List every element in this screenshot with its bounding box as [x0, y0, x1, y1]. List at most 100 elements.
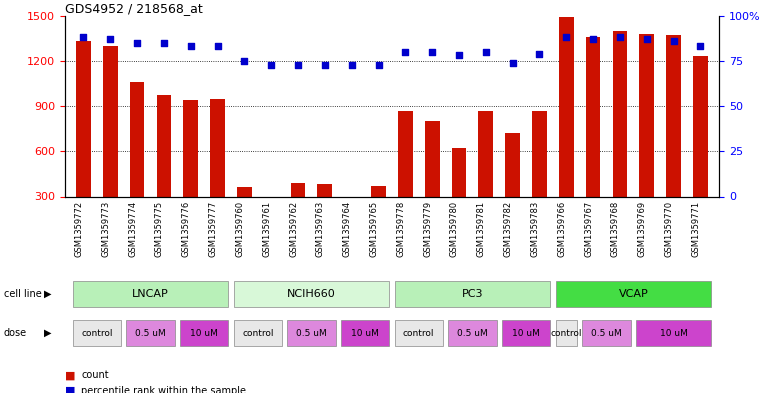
- Point: [158, 40, 170, 46]
- Bar: [613, 31, 627, 242]
- Point: [667, 38, 680, 44]
- Text: 0.5 uM: 0.5 uM: [457, 329, 488, 338]
- Bar: [395, 320, 443, 346]
- Point: [507, 60, 519, 66]
- Text: GSM1359782: GSM1359782: [504, 200, 513, 257]
- Point: [453, 52, 465, 59]
- Text: LNCAP: LNCAP: [132, 289, 169, 299]
- Text: GSM1359766: GSM1359766: [557, 200, 566, 257]
- Bar: [479, 111, 493, 242]
- Point: [319, 61, 331, 68]
- Point: [479, 49, 492, 55]
- Bar: [532, 111, 547, 242]
- Point: [265, 61, 277, 68]
- Point: [614, 34, 626, 40]
- Point: [104, 36, 116, 42]
- Bar: [157, 95, 171, 242]
- Text: control: control: [81, 329, 113, 338]
- Text: 0.5 uM: 0.5 uM: [296, 329, 326, 338]
- Point: [185, 43, 197, 50]
- Text: control: control: [550, 329, 582, 338]
- Point: [292, 61, 304, 68]
- Bar: [586, 37, 600, 242]
- Point: [238, 58, 250, 64]
- Point: [560, 34, 572, 40]
- Bar: [636, 320, 711, 346]
- Text: cell line: cell line: [4, 289, 42, 299]
- Bar: [237, 187, 252, 242]
- Point: [587, 36, 599, 42]
- Bar: [76, 41, 91, 242]
- Text: ■: ■: [65, 386, 75, 393]
- Text: GSM1359781: GSM1359781: [477, 200, 486, 257]
- Text: GSM1359760: GSM1359760: [235, 200, 244, 257]
- Text: count: count: [81, 370, 109, 380]
- Point: [131, 40, 143, 46]
- Text: 10 uM: 10 uM: [512, 329, 540, 338]
- Text: control: control: [242, 329, 273, 338]
- Text: GSM1359776: GSM1359776: [182, 200, 191, 257]
- Bar: [451, 148, 466, 242]
- Text: GSM1359777: GSM1359777: [209, 200, 218, 257]
- Text: GSM1359774: GSM1359774: [128, 200, 137, 257]
- Bar: [234, 281, 389, 307]
- Text: GSM1359769: GSM1359769: [638, 200, 647, 257]
- Text: ▶: ▶: [44, 328, 52, 338]
- Point: [641, 36, 653, 42]
- Bar: [448, 320, 496, 346]
- Point: [426, 49, 438, 55]
- Bar: [556, 320, 577, 346]
- Bar: [234, 320, 282, 346]
- Bar: [505, 133, 520, 242]
- Text: GSM1359775: GSM1359775: [155, 200, 164, 257]
- Text: control: control: [403, 329, 435, 338]
- Text: GSM1359773: GSM1359773: [101, 200, 110, 257]
- Text: GSM1359762: GSM1359762: [289, 200, 298, 257]
- Text: GSM1359770: GSM1359770: [664, 200, 673, 257]
- Point: [400, 49, 412, 55]
- Bar: [126, 320, 175, 346]
- Text: GDS4952 / 218568_at: GDS4952 / 218568_at: [65, 2, 202, 15]
- Point: [212, 43, 224, 50]
- Point: [345, 61, 358, 68]
- Point: [694, 43, 706, 50]
- Bar: [341, 320, 389, 346]
- Text: 10 uM: 10 uM: [351, 329, 379, 338]
- Text: dose: dose: [4, 328, 27, 338]
- Text: ■: ■: [65, 370, 75, 380]
- Bar: [502, 320, 550, 346]
- Text: GSM1359763: GSM1359763: [316, 200, 325, 257]
- Text: 10 uM: 10 uM: [660, 329, 687, 338]
- Bar: [556, 281, 711, 307]
- Text: GSM1359779: GSM1359779: [423, 200, 432, 257]
- Text: GSM1359761: GSM1359761: [263, 200, 271, 257]
- Text: NCIH660: NCIH660: [287, 289, 336, 299]
- Text: GSM1359783: GSM1359783: [530, 200, 540, 257]
- Point: [533, 51, 546, 57]
- Bar: [264, 198, 279, 242]
- Bar: [639, 34, 654, 242]
- Bar: [344, 198, 359, 242]
- Bar: [371, 186, 386, 242]
- Text: PC3: PC3: [462, 289, 483, 299]
- Bar: [398, 111, 412, 242]
- Bar: [210, 99, 225, 242]
- Text: GSM1359780: GSM1359780: [450, 200, 459, 257]
- Bar: [559, 17, 574, 242]
- Text: percentile rank within the sample: percentile rank within the sample: [81, 386, 247, 393]
- Point: [78, 34, 90, 40]
- Bar: [180, 320, 228, 346]
- Bar: [317, 184, 333, 242]
- Bar: [129, 82, 145, 242]
- Text: GSM1359767: GSM1359767: [584, 200, 593, 257]
- Text: GSM1359768: GSM1359768: [611, 200, 620, 257]
- Text: 10 uM: 10 uM: [190, 329, 218, 338]
- Text: GSM1359764: GSM1359764: [342, 200, 352, 257]
- Bar: [103, 46, 118, 242]
- Bar: [73, 281, 228, 307]
- Bar: [288, 320, 336, 346]
- Bar: [183, 100, 198, 242]
- Bar: [666, 35, 681, 242]
- Bar: [693, 56, 708, 242]
- Text: VCAP: VCAP: [619, 289, 648, 299]
